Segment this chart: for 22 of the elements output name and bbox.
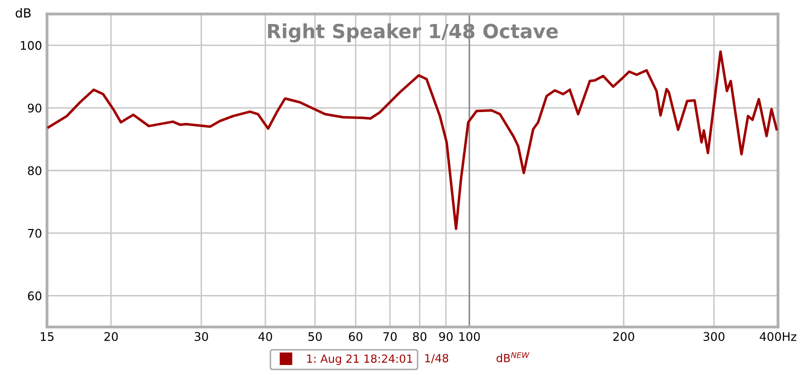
x-tick-label: 90	[439, 332, 453, 341]
x-tick-label: 20	[104, 332, 118, 341]
x-tick-label: 15	[40, 332, 54, 341]
y-tick-label: 70	[28, 228, 42, 238]
x-tick-label: 400Hz	[760, 332, 796, 341]
text: 1/48	[425, 354, 448, 364]
y-tick-label: 80	[28, 166, 42, 176]
x-tick-label: 300	[704, 332, 724, 341]
text: dB$^{NEW}$	[496, 352, 530, 362]
x-tick-label: 40	[258, 332, 272, 341]
y-axis-title: dB	[16, 8, 31, 18]
legend-label: 1: Aug 21 18:24:01	[307, 354, 412, 365]
y-tick-label: 60	[28, 291, 42, 300]
x-tick-label: 80	[412, 332, 426, 341]
y-tick-label: 90	[28, 104, 42, 113]
x-tick-label: 50	[308, 332, 322, 341]
x-tick-label: 60	[348, 332, 362, 341]
x-tick-label: 70	[383, 332, 397, 341]
x-tick-label: 30	[194, 332, 208, 341]
x-tick-label: 100	[459, 332, 480, 341]
x-tick-label: 200	[613, 332, 634, 341]
y-tick-label: 100	[20, 41, 42, 50]
